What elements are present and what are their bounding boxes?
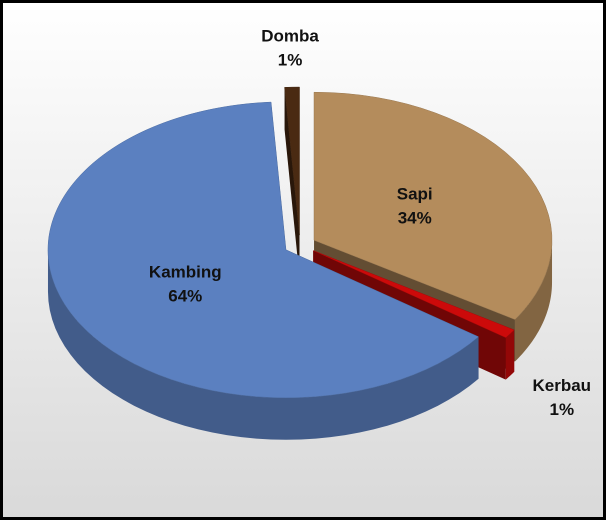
slice-label: Sapi [397, 184, 433, 203]
slice-value-label: 1% [278, 51, 303, 70]
slice-side [505, 329, 515, 380]
slice-label: Kerbau [533, 376, 592, 395]
slice-label: Domba [261, 27, 319, 46]
slice-side [514, 240, 553, 362]
slice-value-label: 34% [398, 208, 432, 227]
slice-wall [284, 87, 300, 278]
pie-slice [47, 101, 479, 399]
pie-slice [284, 86, 300, 236]
slice-value-label: 64% [168, 287, 202, 306]
slice-side [47, 249, 479, 440]
pie-slice [313, 91, 553, 320]
slice-value-label: 1% [550, 400, 575, 419]
slice-label: Kambing [149, 263, 222, 282]
pie-slice [313, 250, 515, 338]
